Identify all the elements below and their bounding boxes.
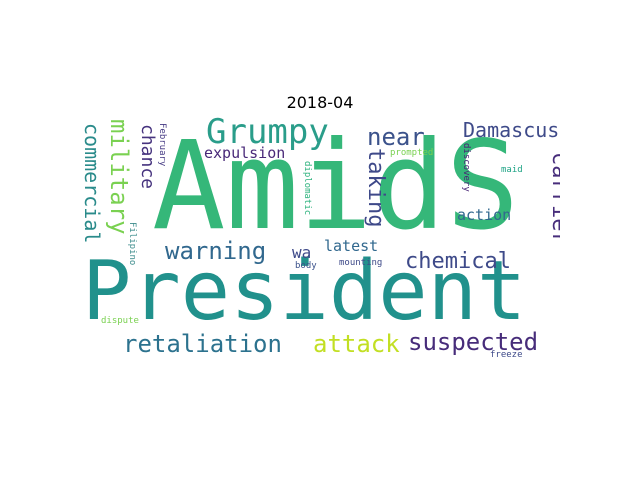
word-damascus: Damascus [463,118,560,142]
word-dispute: dispute [101,316,139,326]
word-carrier: carrier [547,152,560,245]
word-prompted: prompted [390,148,434,158]
chart-title: 2018-04 [286,93,354,112]
word-retaliation: retaliation [123,330,282,357]
word-latest: latest [324,237,379,255]
word-suspected: suspected [408,328,539,356]
word-mounting: mounting [339,258,383,268]
word-action: action [457,206,512,224]
word-grumpy: Grumpy [206,117,329,152]
word-diplomatic: diplomatic [302,161,312,216]
word-maid: maid [501,165,523,175]
word-cloud: AmidS President Grumpy near Damascus exp… [80,117,560,357]
word-chance: chance [137,124,158,190]
word-discovery: discovery [461,143,471,192]
word-wa: wa [292,243,312,262]
word-amids: AmidS [152,117,520,257]
word-filipino: Filipino [127,222,137,266]
word-military: military [105,119,133,235]
word-body: body [295,261,317,271]
word-expulsion: expulsion [204,144,286,162]
word-chemical: chemical [405,249,511,274]
word-warning: warning [165,237,267,265]
word-attack: attack [313,330,400,357]
word-president: President [82,244,527,339]
word-february: February [157,123,167,167]
word-commercial: commercial [80,123,104,244]
word-freeze: freeze [490,350,523,358]
word-taking: taking [363,148,388,228]
word-near: near [367,123,425,151]
